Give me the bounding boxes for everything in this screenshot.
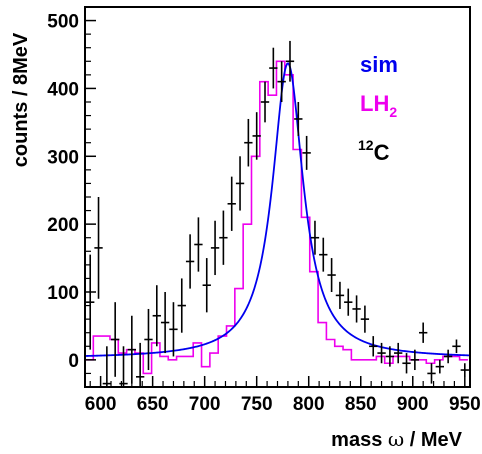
legend-entry-lh2: LH2 xyxy=(360,91,397,120)
omega-symbol: ω xyxy=(388,427,404,451)
legend-label-lh2: LH xyxy=(360,91,389,116)
legend-entry-sim: sim xyxy=(360,52,398,77)
c12-point xyxy=(235,156,245,211)
x-axis-label: mass ω / MeV xyxy=(331,427,462,451)
y-tick-label: 400 xyxy=(47,79,79,100)
legend-label-sim: sim xyxy=(360,52,398,77)
x-tick-label: 650 xyxy=(137,394,169,415)
legend: sim LH2 12C xyxy=(358,52,398,165)
c12-point xyxy=(427,363,436,384)
c12-point xyxy=(260,81,270,123)
c12-point xyxy=(252,112,261,160)
c12-point xyxy=(419,322,428,343)
c12-point xyxy=(369,336,378,357)
c12-point xyxy=(152,285,161,347)
lh2-histogram xyxy=(85,60,468,375)
y-tick-label: 300 xyxy=(47,147,79,168)
c12-point xyxy=(443,349,453,364)
c12-point xyxy=(277,61,286,102)
tick-labels: 600 650 700 750 800 850 900 950 0 100 200 300 400 500 xyxy=(47,12,480,415)
c12-point xyxy=(94,197,103,299)
y-tick-label: 500 xyxy=(47,12,79,33)
c12-point xyxy=(160,292,170,354)
y-tick-label: 100 xyxy=(47,283,79,304)
c12-point xyxy=(460,363,469,377)
c12-point xyxy=(194,217,203,272)
plot-frame xyxy=(84,6,471,388)
c12-point xyxy=(394,342,403,364)
c12-point xyxy=(344,288,353,316)
c12-point xyxy=(219,210,228,265)
c12-point xyxy=(202,258,211,313)
c12-point xyxy=(269,47,278,89)
c12-point xyxy=(327,258,336,292)
c12-point xyxy=(119,346,128,387)
c12-point xyxy=(452,339,461,354)
x-tick-label: 750 xyxy=(241,394,273,415)
x-tick-label: 900 xyxy=(397,394,429,415)
c12-point xyxy=(410,349,420,371)
x-tick-label: 700 xyxy=(189,394,221,415)
c12-point xyxy=(144,308,153,371)
x-tick-label: 950 xyxy=(449,394,481,415)
c12-point xyxy=(310,220,320,255)
c12-point xyxy=(135,342,145,387)
chart-marks xyxy=(85,40,470,387)
c12-point xyxy=(210,220,220,276)
c12-point xyxy=(102,346,112,387)
c12-point xyxy=(377,342,386,364)
c12-point xyxy=(227,176,236,231)
c12-point xyxy=(111,302,120,377)
y-axis-label: counts / 8MeV xyxy=(10,32,32,167)
axis-ticks xyxy=(85,6,466,387)
c12-point xyxy=(86,254,95,350)
c12-point xyxy=(335,281,345,309)
x-axis-label-unit: / MeV xyxy=(404,429,462,451)
c12-point xyxy=(360,305,370,333)
legend-label-c12: C xyxy=(374,140,390,165)
c12-point xyxy=(352,295,361,323)
legend-sub-lh2: 2 xyxy=(389,104,397,120)
c12-point xyxy=(402,353,411,374)
legend-sup-c12: 12 xyxy=(358,137,374,153)
c12-point xyxy=(435,359,444,374)
y-tick-label: 200 xyxy=(47,215,79,236)
x-tick-label: 850 xyxy=(345,394,377,415)
legend-entry-c12: 12C xyxy=(358,137,390,165)
c12-point xyxy=(177,278,186,333)
c12-point xyxy=(319,237,328,272)
y-tick-label: 0 xyxy=(68,351,79,372)
sim-curve xyxy=(85,62,470,357)
c12-point xyxy=(385,346,395,367)
c12-point xyxy=(285,40,295,82)
c12-point xyxy=(127,315,136,384)
x-axis-label-text: mass xyxy=(331,429,388,451)
x-tick-label: 600 xyxy=(85,394,117,415)
c12-point xyxy=(169,302,178,357)
c12-point xyxy=(302,135,311,170)
x-tick-label: 800 xyxy=(293,394,325,415)
c12-point xyxy=(185,234,195,289)
c12-point xyxy=(244,118,253,167)
c12-point xyxy=(294,102,303,136)
